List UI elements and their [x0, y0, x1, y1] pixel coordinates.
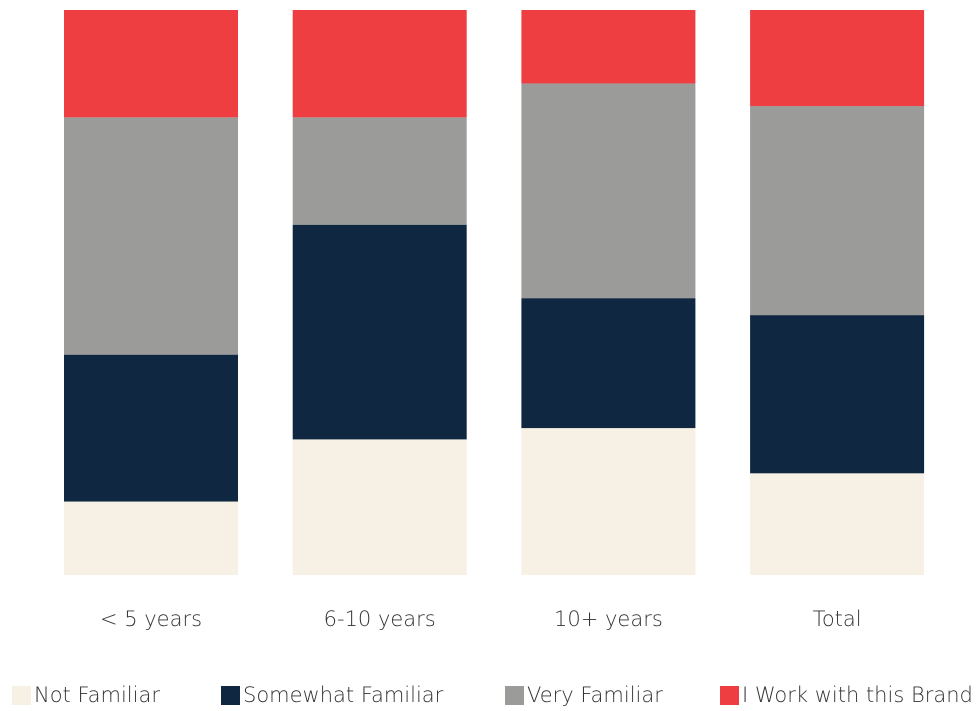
- x-tick-label: Total: [813, 607, 862, 631]
- legend-label: Somewhat Familiar: [243, 683, 444, 707]
- bar-segment: [292, 117, 467, 225]
- legend-label: I Work with this Brand: [742, 683, 973, 707]
- bar-segment: [750, 106, 925, 316]
- x-tick-label: 10+ years: [554, 607, 663, 631]
- bar-segment: [64, 117, 238, 355]
- bar-segment: [750, 315, 925, 474]
- legend-label: Very Familiar: [527, 683, 663, 707]
- bar-segment: [521, 10, 696, 84]
- bar-segment: [292, 10, 467, 118]
- bar-segment: [750, 473, 925, 575]
- bar-segment: [292, 224, 467, 440]
- bar-segment: [292, 439, 467, 575]
- legend-swatch: [221, 686, 240, 705]
- bar-segment: [64, 354, 238, 502]
- bar-segment: [521, 428, 696, 575]
- bar-segment: [750, 10, 925, 107]
- bar-segment: [521, 83, 696, 299]
- x-tick-label: 6-10 years: [324, 607, 436, 631]
- legend-label: Not Familiar: [34, 683, 160, 707]
- legend-swatch: [12, 686, 31, 705]
- legend-swatch: [720, 686, 739, 705]
- bar-segment: [64, 10, 238, 118]
- x-tick-label: < 5 years: [100, 607, 202, 631]
- bar-segment: [521, 298, 696, 429]
- bar-segment: [64, 501, 238, 575]
- legend-swatch: [505, 686, 524, 705]
